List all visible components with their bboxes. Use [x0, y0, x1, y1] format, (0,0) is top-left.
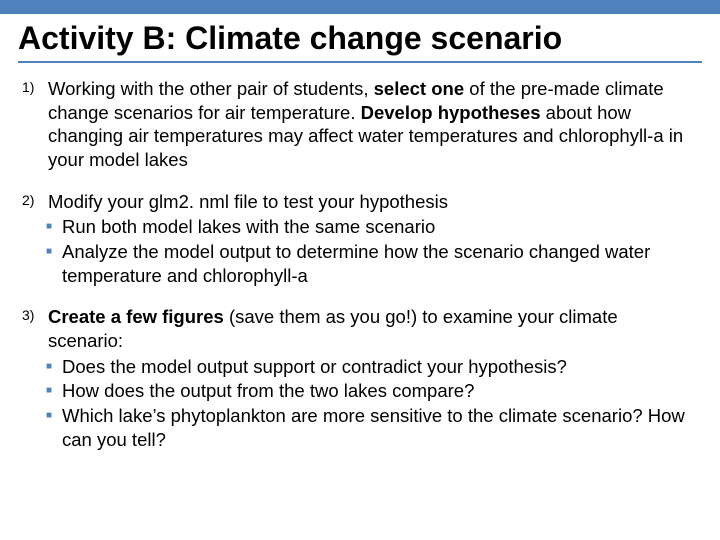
- sub-list-item: ■How does the output from the two lakes …: [48, 379, 694, 403]
- sub-list-item: ■Run both model lakes with the same scen…: [48, 215, 694, 239]
- bullet-icon: ■: [46, 240, 62, 287]
- sub-list: ■Run both model lakes with the same scen…: [48, 215, 694, 287]
- sub-list-item: ■Does the model output support or contra…: [48, 355, 694, 379]
- sub-list: ■Does the model output support or contra…: [48, 355, 694, 452]
- list-item-marker: 1): [22, 77, 48, 172]
- list-item-marker: 2): [22, 190, 48, 288]
- list-item-body: Working with the other pair of students,…: [48, 77, 694, 172]
- sub-list-item: ■Which lake’s phytoplankton are more sen…: [48, 404, 694, 451]
- list-item: 2)Modify your glm2. nml file to test you…: [22, 190, 694, 288]
- slide-content: Activity B: Climate change scenario 1)Wo…: [0, 14, 720, 451]
- sub-list-item-text: Does the model output support or contrad…: [62, 355, 694, 379]
- slide: Activity B: Climate change scenario 1)Wo…: [0, 0, 720, 540]
- sub-list-item-text: How does the output from the two lakes c…: [62, 379, 694, 403]
- bullet-icon: ■: [46, 404, 62, 451]
- list-item-marker: 3): [22, 305, 48, 451]
- sub-list-item: ■Analyze the model output to determine h…: [48, 240, 694, 287]
- list-item-text: Working with the other pair of students,…: [48, 77, 694, 172]
- list-item: 3)Create a few figures (save them as you…: [22, 305, 694, 451]
- sub-list-item-text: Run both model lakes with the same scena…: [62, 215, 694, 239]
- top-accent-bar: [0, 0, 720, 14]
- title-underline: [18, 61, 702, 63]
- bullet-icon: ■: [46, 355, 62, 379]
- list-item-text: Modify your glm2. nml file to test your …: [48, 190, 694, 214]
- bullet-icon: ■: [46, 215, 62, 239]
- numbered-list: 1)Working with the other pair of student…: [18, 77, 702, 451]
- sub-list-item-text: Which lake’s phytoplankton are more sens…: [62, 404, 694, 451]
- slide-title: Activity B: Climate change scenario: [18, 20, 702, 57]
- bullet-icon: ■: [46, 379, 62, 403]
- sub-list-item-text: Analyze the model output to determine ho…: [62, 240, 694, 287]
- list-item: 1)Working with the other pair of student…: [22, 77, 694, 172]
- list-item-body: Modify your glm2. nml file to test your …: [48, 190, 694, 288]
- list-item-body: Create a few figures (save them as you g…: [48, 305, 694, 451]
- list-item-text: Create a few figures (save them as you g…: [48, 305, 694, 352]
